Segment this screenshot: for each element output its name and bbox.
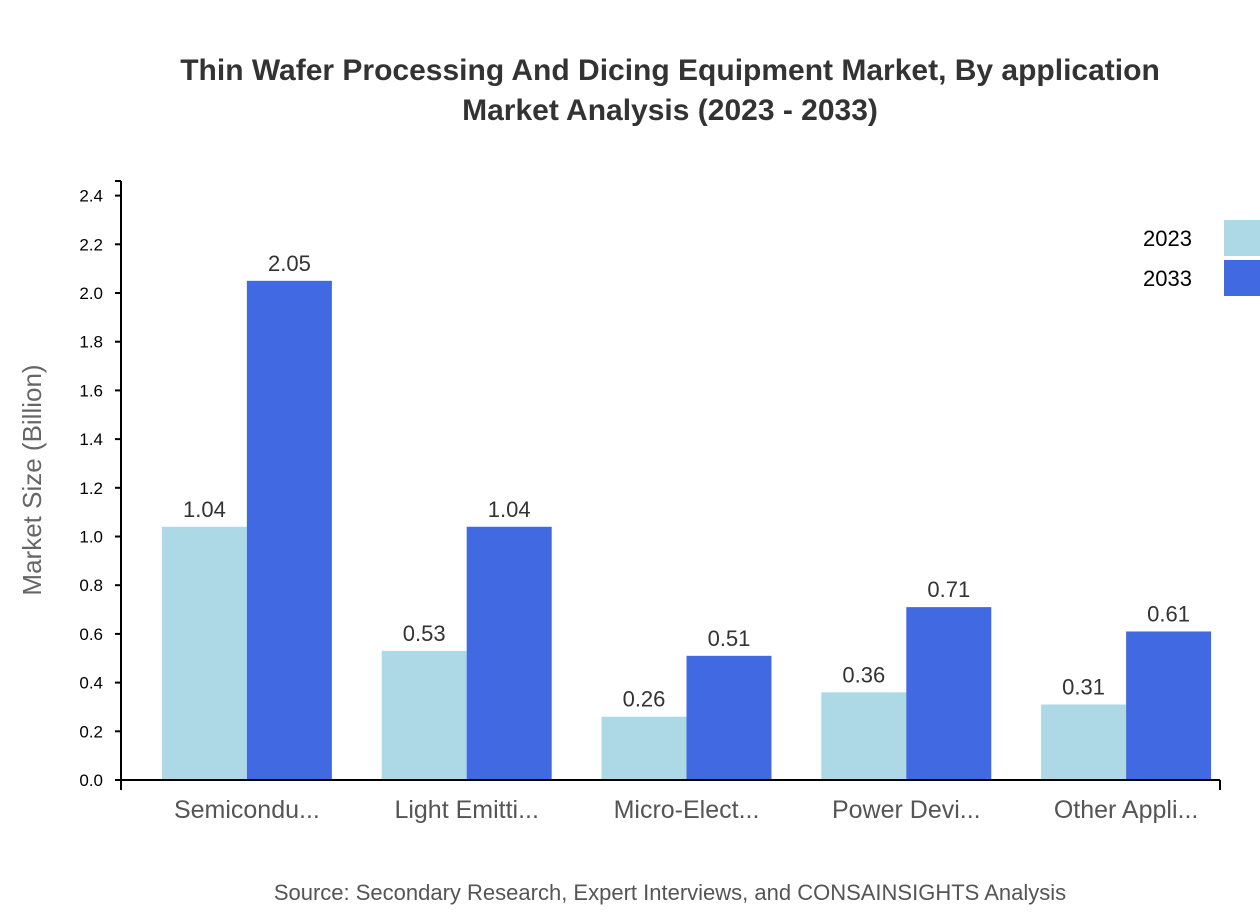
- x-tick-label: Light Emitti...: [394, 796, 539, 824]
- bar-2023: [821, 692, 907, 780]
- legend-label: 2023: [1143, 226, 1192, 251]
- data-label: 0.53: [403, 621, 446, 646]
- y-tick-label: 2.0: [79, 284, 103, 303]
- y-tick-label: 1.8: [79, 333, 103, 352]
- y-tick-label: 2.4: [79, 187, 103, 206]
- x-tick-label: Other Appli...: [1054, 796, 1199, 824]
- data-label: 1.04: [488, 497, 531, 522]
- bar-2033: [1126, 631, 1212, 780]
- bar-2033: [906, 607, 992, 780]
- data-label: 0.31: [1062, 675, 1105, 700]
- legend-label: 2033: [1143, 266, 1192, 291]
- chart-title-line-1: Thin Wafer Processing And Dicing Equipme…: [180, 54, 1160, 87]
- bar-2033: [246, 280, 332, 780]
- y-tick-label: 0.0: [79, 771, 103, 790]
- legend-swatch: [1224, 220, 1260, 256]
- chart-title-line-2: Market Analysis (2023 - 2033): [462, 94, 878, 127]
- data-label: 1.04: [183, 497, 226, 522]
- data-label: 0.71: [927, 577, 970, 602]
- bar-2023: [161, 526, 247, 780]
- data-label: 0.26: [623, 687, 666, 712]
- y-tick-label: 1.6: [79, 381, 103, 400]
- source-note: Source: Secondary Research, Expert Inter…: [274, 880, 1066, 905]
- x-tick-label: Micro-Elect...: [614, 796, 760, 824]
- data-label: 0.61: [1147, 601, 1190, 626]
- data-label: 0.36: [842, 662, 885, 687]
- bar-2023: [601, 716, 687, 780]
- data-label: 0.51: [708, 626, 751, 651]
- x-tick-label: Semicondu...: [174, 796, 320, 824]
- legend-swatch: [1224, 260, 1260, 296]
- y-tick-label: 1.4: [79, 430, 103, 449]
- bar-2023: [381, 650, 467, 780]
- y-tick-label: 0.4: [79, 674, 103, 693]
- y-axis-label: Market Size (Billion): [17, 364, 47, 595]
- data-label: 2.05: [268, 251, 311, 276]
- y-tick-label: 2.2: [79, 235, 103, 254]
- bar-2033: [686, 655, 772, 780]
- bar-2023: [1041, 704, 1127, 780]
- y-tick-label: 1.0: [79, 528, 103, 547]
- y-tick-label: 0.2: [79, 722, 103, 741]
- y-tick-label: 0.6: [79, 625, 103, 644]
- y-tick-label: 1.2: [79, 479, 103, 498]
- x-tick-label: Power Devi...: [832, 796, 981, 824]
- y-tick-label: 0.8: [79, 576, 103, 595]
- bar-2033: [466, 526, 552, 780]
